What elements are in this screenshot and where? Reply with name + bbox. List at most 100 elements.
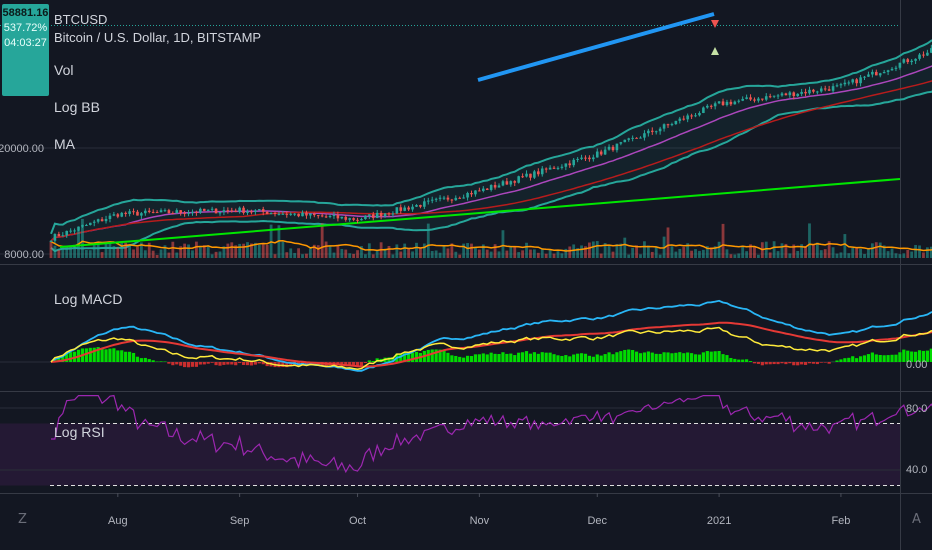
candle-body (147, 210, 151, 212)
candle (505, 177, 509, 185)
macd-histogram-bar (371, 360, 375, 362)
macd-histogram-bar (717, 351, 721, 362)
macd-histogram-bar (784, 362, 788, 365)
macd-histogram-bar (462, 357, 466, 362)
candle-body (383, 213, 387, 217)
volume-bar (591, 241, 595, 258)
volume-bar (214, 251, 218, 258)
volume-bar (360, 246, 363, 258)
candle-body (768, 96, 772, 98)
macd-histogram-bar (772, 362, 776, 365)
candle (191, 209, 194, 216)
candle-body (548, 167, 552, 170)
candle-body (631, 137, 634, 139)
candle (694, 112, 697, 118)
candle-body (588, 157, 591, 160)
macd-histogram-bar (556, 355, 560, 362)
macd-histogram-bar (674, 352, 678, 362)
candle-body (761, 98, 764, 100)
candle-body (529, 173, 532, 178)
volume-bar (788, 253, 792, 258)
candle (61, 232, 65, 237)
candle (580, 154, 583, 161)
candle (49, 240, 53, 242)
indicator-rsi-label[interactable]: Log RSI (54, 424, 105, 440)
macd-histogram-bar (902, 349, 906, 362)
macd-histogram-bar (760, 362, 764, 366)
candle-body (497, 185, 501, 188)
volume-bar (808, 223, 811, 258)
candle (875, 69, 878, 76)
candle-body (120, 212, 124, 217)
volume-bar (301, 254, 304, 258)
candle-body (116, 214, 120, 217)
volume-bar (316, 245, 320, 258)
candle (297, 213, 300, 218)
candle-body (910, 60, 913, 63)
macd-histogram-bar (705, 351, 709, 362)
candle-body (513, 181, 517, 183)
volume-bar (521, 250, 524, 258)
volume-bar (265, 244, 269, 258)
volume-bar (238, 243, 242, 258)
candle (588, 155, 591, 162)
indicator-macd-label[interactable]: Log MACD (54, 291, 122, 307)
candle (383, 212, 387, 218)
macd-histogram-bar (914, 351, 918, 362)
candle (513, 180, 517, 187)
indicator-ma-label[interactable]: MA (54, 136, 76, 152)
volume-bar (827, 241, 831, 258)
candle (391, 211, 395, 218)
candle-body (859, 77, 862, 84)
candle (399, 204, 403, 214)
timezone-toggle-button[interactable]: Z (18, 512, 27, 527)
volume-bar (619, 243, 623, 258)
indicator-vol-label[interactable]: Vol (54, 62, 73, 78)
volume-bar (572, 244, 576, 258)
volume-bar (709, 247, 713, 258)
candle (124, 211, 127, 217)
volume-bar (729, 254, 733, 258)
macd-histogram-bar (843, 358, 847, 362)
macd-histogram-bar (438, 349, 442, 362)
resistance-trendline (477, 12, 715, 82)
candle (289, 212, 293, 216)
macd-histogram-bar (921, 350, 926, 362)
candle (540, 166, 544, 177)
volume-bar (595, 241, 599, 258)
volume-bar (458, 254, 462, 258)
candle-body (926, 52, 929, 56)
indicator-logbb-label[interactable]: Log BB (54, 99, 100, 115)
macd-histogram-bar (57, 357, 61, 362)
volume-bar (493, 244, 497, 258)
volume-bar (387, 246, 391, 258)
macd-histogram-bar (281, 362, 285, 367)
candle-body (434, 198, 438, 200)
candle (753, 97, 756, 103)
volume-bar (670, 246, 674, 258)
macd-histogram-bar (725, 355, 729, 362)
volume-bar (599, 253, 603, 258)
candle (843, 79, 847, 87)
auto-scale-button[interactable]: A (912, 512, 921, 527)
candle-body (171, 213, 175, 215)
candle-body (753, 99, 756, 101)
volume-bar (312, 244, 316, 258)
candle (662, 123, 666, 132)
macd-histogram-bar (249, 362, 254, 366)
last-price: 58881.16 (2, 7, 49, 19)
candle (340, 216, 344, 220)
volume-bar (454, 251, 458, 258)
volume-bar (234, 245, 238, 258)
volume-bar (611, 251, 615, 258)
macd-histogram-bar (245, 362, 250, 366)
candle (320, 213, 324, 218)
volume-bar (485, 249, 489, 258)
candle-body (812, 89, 815, 92)
candle-body (729, 101, 733, 105)
candle (831, 83, 835, 94)
macd-histogram-bar (159, 361, 163, 362)
candle-body (843, 82, 847, 85)
volume-bar (532, 249, 536, 258)
